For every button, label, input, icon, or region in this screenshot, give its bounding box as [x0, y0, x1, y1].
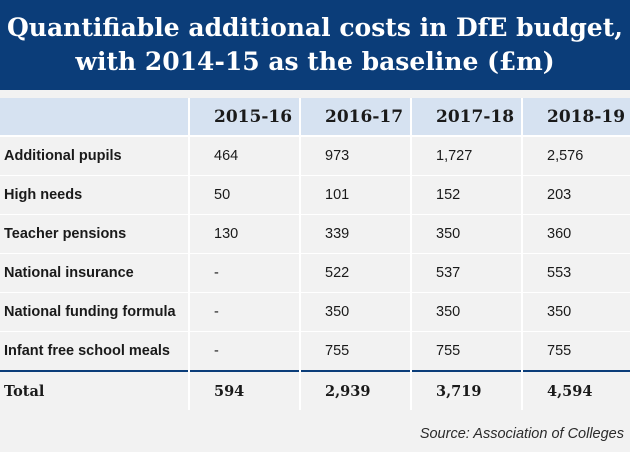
total-cell: 594: [188, 370, 300, 410]
table-cell: 1,727: [410, 135, 522, 176]
chart-title: Quantifiable additional costs in DfE bud…: [7, 13, 623, 76]
total-label: Total: [0, 370, 189, 410]
table-cell: 50: [188, 175, 300, 215]
table-row: National funding formula - 350 350 350: [0, 292, 630, 332]
table-cell: 537: [410, 253, 522, 293]
table-cell: 350: [410, 214, 522, 254]
table-cell: 522: [299, 253, 411, 293]
title-banner: Quantifiable additional costs in DfE bud…: [0, 0, 630, 90]
table-cell: 755: [521, 331, 630, 371]
table-cell: 755: [299, 331, 411, 371]
table-cell: 350: [410, 292, 522, 332]
total-cell: 4,594: [521, 370, 630, 410]
table-cell: 203: [521, 175, 630, 215]
row-label: High needs: [0, 175, 189, 215]
table-cell: -: [188, 253, 300, 293]
column-header: 2017-18: [410, 98, 522, 136]
row-label: National insurance: [0, 253, 189, 293]
column-header: 2015-16: [188, 98, 300, 136]
table-cell: 755: [410, 331, 522, 371]
table-cell: 350: [521, 292, 630, 332]
table-row: Teacher pensions 130 339 350 360: [0, 214, 630, 254]
header-row: 2015-16 2016-17 2017-18 2018-19: [0, 98, 630, 136]
table-cell: 130: [188, 214, 300, 254]
total-row: Total 594 2,939 3,719 4,594: [0, 370, 630, 410]
row-label: National funding formula: [0, 292, 189, 332]
table-cell: 2,576: [521, 135, 630, 176]
table-cell: 553: [521, 253, 630, 293]
table-cell: 464: [188, 135, 300, 176]
total-cell: 2,939: [299, 370, 411, 410]
row-label: Teacher pensions: [0, 214, 189, 254]
table-cell: 101: [299, 175, 411, 215]
table-cell: -: [188, 292, 300, 332]
costs-table: 2015-16 2016-17 2017-18 2018-19 Addition…: [0, 98, 630, 410]
table-row: High needs 50 101 152 203: [0, 175, 630, 215]
row-label: Additional pupils: [0, 135, 189, 176]
table-row: Additional pupils 464 973 1,727 2,576: [0, 135, 630, 176]
table-cell: 339: [299, 214, 411, 254]
total-cell: 3,719: [410, 370, 522, 410]
column-header: 2018-19: [521, 98, 630, 136]
source-note: Source: Association of Colleges: [419, 426, 624, 442]
table-cell: 973: [299, 135, 411, 176]
column-header: 2016-17: [299, 98, 411, 136]
header-corner: [0, 98, 189, 136]
table-cell: 152: [410, 175, 522, 215]
row-label: Infant free school meals: [0, 331, 189, 371]
table-cell: 360: [521, 214, 630, 254]
table-cell: 350: [299, 292, 411, 332]
table-row: Infant free school meals - 755 755 755: [0, 331, 630, 371]
table-cell: -: [188, 331, 300, 371]
table-row: National insurance - 522 537 553: [0, 253, 630, 293]
